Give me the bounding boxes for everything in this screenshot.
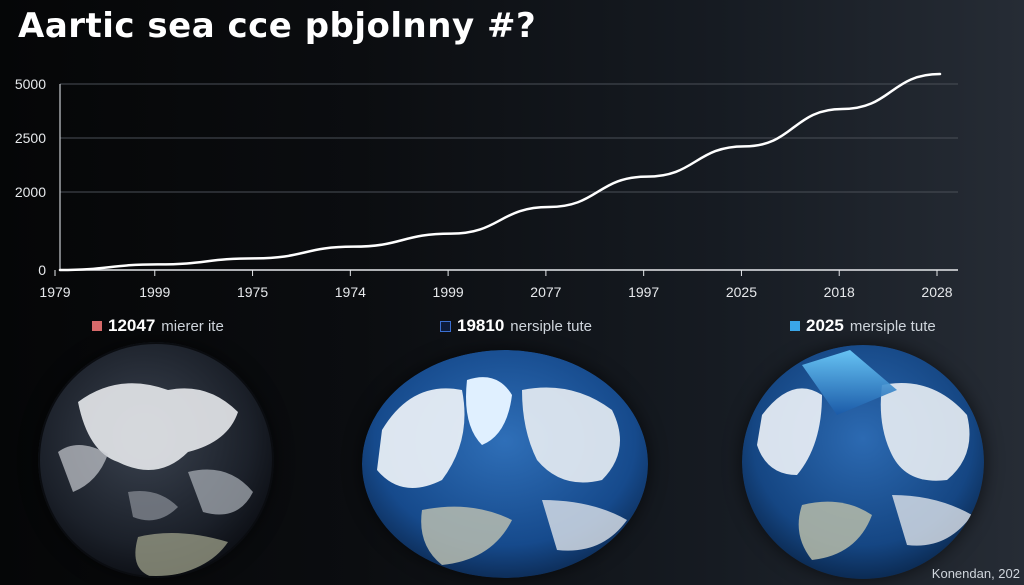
legend-swatch-1 [92, 321, 102, 331]
legend-swatch-2 [440, 320, 451, 332]
legend-text-1: mierer ite [161, 317, 224, 335]
credit-text: Konendan, 202 [931, 566, 1020, 581]
arctic-globe-2 [362, 350, 648, 578]
globe-legend-3: 2025 mersiple tute [790, 316, 936, 336]
x-tick-label: 1979 [39, 284, 70, 300]
chart-title: Aartic sea cce pbjolnny #? [18, 6, 537, 46]
x-tick-label: 2077 [530, 284, 561, 300]
legend-year-2: 19810 [457, 316, 505, 335]
legend-text-3: mersiple tute [849, 317, 936, 335]
x-tick-label: 1974 [335, 284, 366, 300]
globe-legend-1: 12047 mierer ite [92, 316, 224, 336]
x-tick-label: 1997 [628, 284, 659, 300]
x-tick-label: 1975 [237, 284, 268, 300]
series-lines [58, 72, 942, 272]
x-tick-label: 1999 [139, 284, 170, 300]
gridlines [60, 83, 958, 193]
x-tick-label: 2025 [726, 284, 757, 300]
legend-year-1: 12047 [108, 316, 156, 335]
x-tick-label: 1999 [433, 284, 464, 300]
series-line [58, 72, 942, 272]
arctic-globe-1 [38, 342, 274, 578]
legend-swatch-3 [790, 321, 800, 331]
legend-text-2: nersiple tute [510, 317, 592, 335]
legend-year-3: 2025 [806, 316, 844, 335]
y-tick-label: 2500 [15, 130, 46, 146]
y-tick-label: 2000 [15, 184, 46, 200]
x-tick-labels: 1979 1999 1975 1974 1999 2077 1997 2025 2018 2028 [39, 284, 952, 300]
x-tick-label: 2028 [921, 284, 952, 300]
axes [54, 84, 958, 276]
x-tick-label: 2018 [824, 284, 855, 300]
y-tick-label: 0 [38, 262, 46, 278]
arctic-globe-3 [742, 345, 984, 579]
y-tick-label: 5000 [15, 76, 46, 92]
globe-legend-2: 19810 nersiple tute [440, 316, 592, 336]
y-tick-labels: 0 2000 2500 5000 [15, 76, 46, 278]
